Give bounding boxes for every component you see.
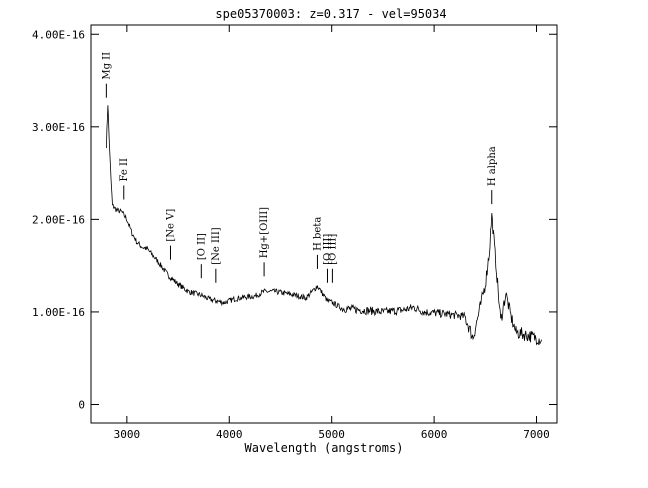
x-tick-label: 5000: [318, 428, 345, 441]
line-marker-label: [Ne III]: [211, 227, 222, 265]
chart-title: spe05370003: z=0.317 - vel=95034: [215, 7, 446, 21]
y-tick-label: 2.00E-16: [32, 213, 85, 226]
y-tick-label: 4.00E-16: [32, 28, 85, 41]
tick-labels: 3000 4000 5000 6000 7000 0 1.00E-16 2.00E-16 3.0…: [32, 28, 550, 441]
series-group: [106, 105, 542, 346]
line-marker-label: Fe II: [119, 158, 130, 181]
x-tick-label: 4000: [216, 428, 243, 441]
x-tick-label: 6000: [421, 428, 448, 441]
line-marker-label: [O III]: [327, 234, 338, 265]
x-axis-label: Wavelength (angstroms): [245, 441, 404, 455]
axis-ticks: [91, 25, 557, 423]
line-marker-label: Mg II: [101, 52, 112, 80]
line-marker-label: [O II]: [196, 233, 207, 260]
y-tick-label: 1.00E-16: [32, 306, 85, 319]
y-tick-label: 3.00E-16: [32, 121, 85, 134]
line-markers: Mg II Fe II [Ne V] [O II] [Ne III] Hg+[OIII] H…: [101, 52, 498, 283]
plot-frame: [90, 24, 558, 424]
line-marker-label: H alpha: [487, 146, 498, 186]
x-tick-label: 3000: [114, 428, 141, 441]
x-tick-label: 7000: [523, 428, 550, 441]
line-marker-label: [O III]: [322, 234, 333, 265]
y-tick-label: 0: [78, 398, 85, 411]
spectrum-line: [106, 105, 542, 346]
line-marker-label: Hg+[OIII]: [259, 207, 270, 258]
line-marker-label: H beta: [312, 217, 323, 251]
line-marker-label: [Ne V]: [165, 209, 176, 242]
